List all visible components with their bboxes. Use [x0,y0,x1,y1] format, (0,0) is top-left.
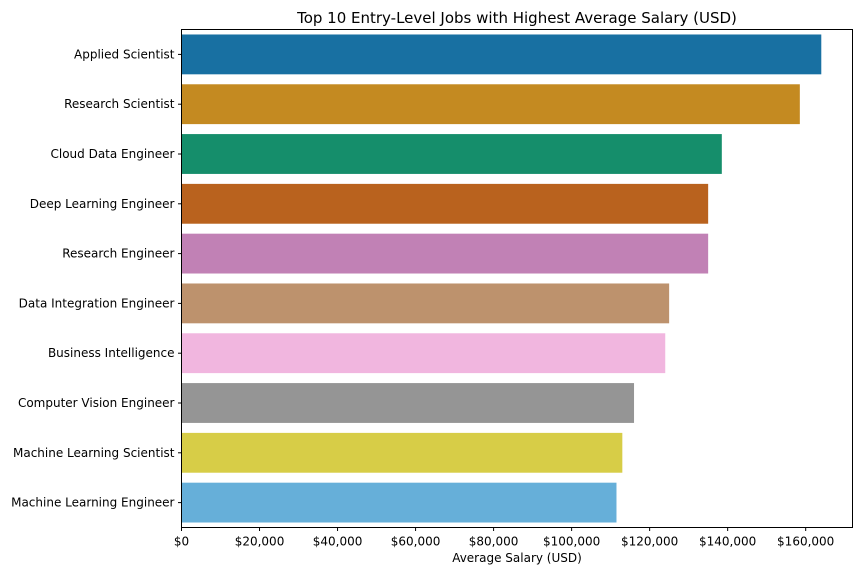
x-tick-label: $160,000 [777,535,834,549]
category-label: Cloud Data Engineer [50,147,174,161]
category-label: Deep Learning Engineer [30,197,175,211]
category-label: Machine Learning Scientist [13,446,175,460]
category-label: Applied Scientist [74,47,175,61]
x-tick-label: $120,000 [621,535,678,549]
plot-frame [181,29,853,528]
chart-title: Top 10 Entry-Level Jobs with Highest Ave… [296,9,737,27]
category-label: Research Engineer [62,247,174,261]
bar-7 [181,333,666,374]
category-label: Business Intelligence [48,346,175,360]
bars-group [181,34,822,523]
bar-6 [181,283,670,324]
x-tick-label: $140,000 [699,535,756,549]
x-tick-label: $80,000 [469,535,519,549]
category-label: Computer Vision Engineer [18,396,175,410]
x-tick-label: $0 [174,535,189,549]
category-label: Research Scientist [64,97,175,111]
bar-3 [181,134,722,174]
x-tick-label: $100,000 [543,535,600,549]
bar-9 [181,432,623,473]
x-tick-label: $40,000 [313,535,363,549]
x-tick-label: $60,000 [391,535,441,549]
category-label: Machine Learning Engineer [11,496,174,510]
bar-4 [181,183,709,224]
x-axis-label: Average Salary (USD) [452,551,582,565]
category-label: Data Integration Engineer [19,296,175,310]
category-labels: Applied Scientist Research Scientist Cloud… [11,47,182,510]
x-tick-label: $20,000 [235,535,285,549]
bar-1 [181,34,822,75]
bar-5 [181,233,709,274]
bar-10 [181,482,617,523]
bar-8 [181,383,635,423]
bar-2 [181,84,800,125]
x-axis-ticks: $0 $20,000 $40,000 $60,000 $80,000 $100,000 $1… [174,527,834,549]
